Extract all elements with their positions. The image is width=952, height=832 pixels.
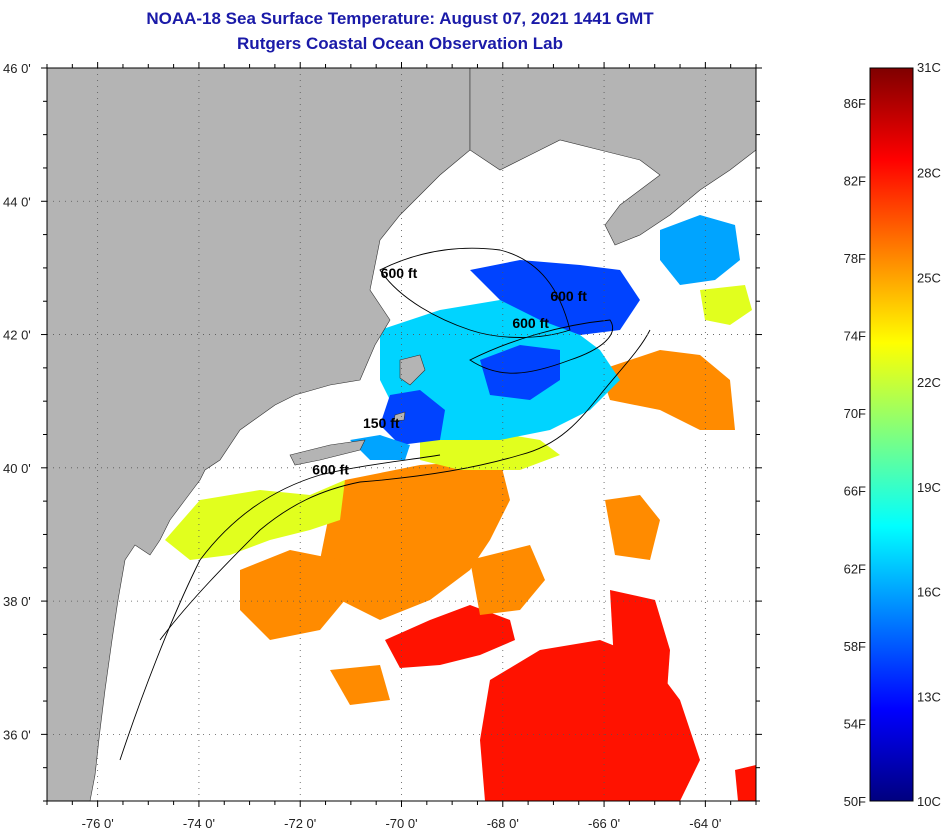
lon-label: -72 0' (284, 816, 316, 831)
colorbar-celsius-label: 10C (917, 794, 941, 809)
sst-region-gulf-of-maine-cool (470, 260, 640, 335)
contour-label: 600 ft (312, 461, 349, 477)
sst-region-scotian-shelf (660, 215, 740, 285)
contour-600ft-northeast-channel (469, 319, 613, 374)
lon-label: -68 0' (487, 816, 519, 831)
lat-label: 46 0' (3, 61, 31, 76)
colorbar-fahrenheit-label: 66F (844, 484, 866, 499)
colorbar-labels: 31C 28C 25C 22C 19C 16C 13C 10C 86F 82F 78F 74F 70F 6… (844, 60, 941, 809)
sst-region-slope-orange (470, 545, 545, 615)
land-us-east-coast (47, 68, 471, 801)
bathymetry-contours (119, 247, 651, 761)
axis-labels: 46 0' 44 0' 42 0' 40 0' 38 0' 36 0' -76 0' -74 … (3, 61, 721, 831)
colorbar-fahrenheit-label: 82F (844, 173, 866, 188)
lat-label: 44 0' (3, 194, 31, 209)
contour-label: 150 ft (363, 415, 400, 431)
land-cape-cod (399, 354, 426, 386)
colorbar-fahrenheit-label: 54F (844, 716, 866, 731)
land-layer (47, 68, 756, 801)
colorbar-celsius-label: 22C (917, 375, 941, 390)
colorbar-fahrenheit-label: 78F (844, 251, 866, 266)
map-plot-area (47, 68, 756, 801)
colorbar-celsius-label: 13C (917, 689, 941, 704)
lat-label: 38 0' (3, 594, 31, 609)
colorbar-celsius-label: 16C (917, 585, 941, 600)
colorbar-fahrenheit-label: 86F (844, 96, 866, 111)
colorbar-fahrenheit-label: 62F (844, 561, 866, 576)
axis-ticks (41, 62, 762, 807)
lon-label: -70 0' (385, 816, 417, 831)
lat-label: 36 0' (3, 727, 31, 742)
colorbar-fahrenheit-label: 70F (844, 406, 866, 421)
sst-region-scotian-shelf (350, 435, 410, 460)
colorbar-celsius-label: 25C (917, 270, 941, 285)
sst-region-slope-orange (240, 550, 345, 640)
colorbar-fahrenheit-label: 74F (844, 329, 866, 344)
land-nantucket (393, 411, 406, 422)
colorbar-celsius-label: 28C (917, 166, 941, 181)
colorbar-fahrenheit-label: 58F (844, 639, 866, 654)
colorbar-celsius-label: 31C (917, 60, 941, 75)
contour-600ft-shelf-break (159, 329, 651, 641)
colorbar: 31C 28C 25C 22C 19C 16C 13C 10C 86F 82F 78F 74F 70F 6… (844, 60, 941, 809)
colorbar-gradient (869, 67, 914, 802)
sst-region-slope-orange (320, 460, 510, 620)
sst-region-shelf-yellow (700, 285, 752, 325)
lat-label: 40 0' (3, 461, 31, 476)
lon-label: -74 0' (183, 816, 215, 831)
sst-region-gulf-of-maine-cool (380, 390, 445, 445)
colorbar-celsius-label: 19C (917, 480, 941, 495)
sst-region-slope-orange (330, 665, 390, 705)
map-title: NOAA-18 Sea Surface Temperature: August … (146, 9, 654, 28)
sst-region-gulf-stream-red (610, 590, 670, 760)
land-nova-scotia-new-brunswick (469, 68, 756, 246)
contour-150ft (119, 454, 441, 761)
contour-label: 600 ft (512, 315, 549, 331)
lon-label: -76 0' (82, 816, 114, 831)
lat-label: 42 0' (3, 328, 31, 343)
sst-region-gulf-stream-red (385, 605, 515, 668)
contour-label: 600 ft (550, 288, 587, 304)
sst-region-gulf-stream-red (735, 765, 756, 801)
map-subtitle: Rutgers Coastal Ocean Observation Lab (237, 34, 563, 53)
colorbar-fahrenheit-label: 50F (844, 794, 866, 809)
sst-region-slope-orange (605, 495, 660, 560)
grid-lines (47, 68, 756, 801)
contour-600ft-gulf-of-maine (379, 247, 571, 338)
sst-region-slope-orange (600, 350, 735, 430)
contour-label: 600 ft (381, 265, 418, 281)
lon-label: -66 0' (588, 816, 620, 831)
lon-label: -64 0' (689, 816, 721, 831)
land-long-island (289, 439, 366, 466)
